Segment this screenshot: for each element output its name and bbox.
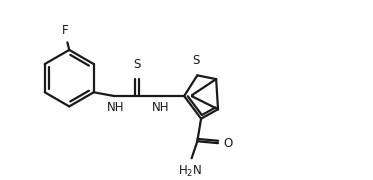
Text: NH: NH <box>107 101 124 114</box>
Text: NH: NH <box>152 101 169 114</box>
Text: H$_2$N: H$_2$N <box>178 164 202 179</box>
Text: S: S <box>134 58 141 71</box>
Text: O: O <box>224 137 233 150</box>
Text: F: F <box>62 24 69 37</box>
Text: S: S <box>193 54 200 67</box>
